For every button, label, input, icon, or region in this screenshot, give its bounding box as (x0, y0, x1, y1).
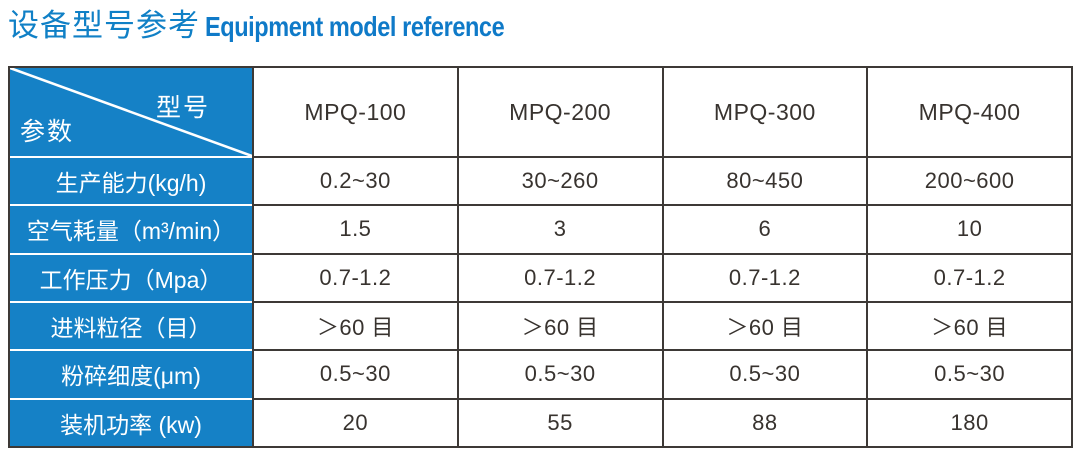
value-cell: 3 (456, 204, 662, 253)
value-cell: 6 (661, 204, 867, 253)
corner-label-model: 型号 (155, 94, 210, 122)
model-header-mpq300: MPQ-300 (661, 68, 867, 156)
model-header-mpq400: MPQ-400 (866, 68, 1071, 156)
diagonal-divider-line (10, 68, 252, 156)
value-cell: 0.7-1.2 (661, 252, 867, 301)
spec-table: 型号 参数 MPQ-100 MPQ-200 MPQ-300 MPQ-400 生产… (8, 66, 1073, 448)
value-cell: 180 (866, 397, 1071, 446)
page-title-chinese: 设备型号参考 (8, 8, 200, 43)
param-label-production-capacity: 生产能力(kg/h) (10, 156, 252, 205)
value-cell: 0.2~30 (252, 156, 457, 205)
value-cell: ＞60 目 (456, 300, 662, 350)
value-cell: ＞60 目 (866, 300, 1071, 350)
value-cell: 0.7-1.2 (456, 252, 662, 301)
value-cell: 0.5~30 (456, 349, 662, 398)
page-title-english: Equipment model reference (205, 11, 505, 42)
model-header-mpq200: MPQ-200 (456, 68, 662, 156)
value-cell: 55 (456, 397, 662, 446)
value-cell: ＞60 目 (661, 300, 867, 350)
value-cell: 10 (866, 204, 1071, 253)
param-label-installed-power: 装机功率 (kw) (10, 397, 252, 446)
param-label-air-consumption: 空气耗量（m³/min） (10, 204, 252, 253)
page-title: 设备型号参考 Equipment model reference (8, 6, 561, 46)
model-header-mpq100: MPQ-100 (252, 68, 457, 156)
value-cell: ＞60 目 (252, 300, 457, 350)
value-cell: 200~600 (866, 156, 1071, 205)
value-cell: 0.5~30 (252, 349, 457, 398)
value-cell: 0.5~30 (866, 349, 1071, 398)
param-label-crushing-fineness: 粉碎细度(μm) (10, 349, 252, 398)
value-cell: 0.7-1.2 (252, 252, 457, 301)
value-cell: 20 (252, 397, 457, 446)
corner-label-param: 参数 (20, 118, 75, 146)
value-cell: 0.7-1.2 (866, 252, 1071, 301)
value-cell: 0.5~30 (661, 349, 867, 398)
value-cell: 1.5 (252, 204, 457, 253)
value-cell: 30~260 (456, 156, 662, 205)
param-label-working-pressure: 工作压力（Mpa） (10, 252, 252, 301)
value-cell: 88 (661, 397, 867, 446)
value-cell: 80~450 (661, 156, 867, 205)
diagonal-corner-cell: 型号 参数 (10, 68, 252, 156)
param-label-feed-size: 进料粒径（目） (10, 300, 252, 350)
